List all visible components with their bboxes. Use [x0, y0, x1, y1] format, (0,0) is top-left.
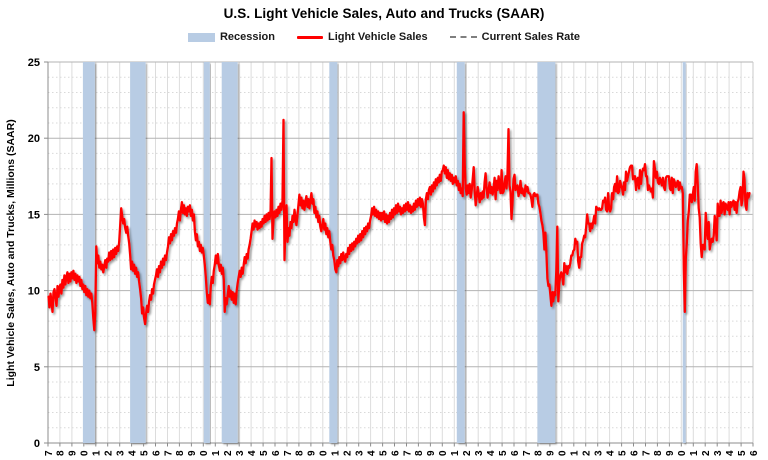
legend-label-recession: Recession: [219, 31, 275, 43]
svg-text:2: 2: [223, 450, 234, 456]
svg-text:5: 5: [737, 450, 748, 456]
svg-text:7: 7: [641, 450, 652, 456]
svg-text:5: 5: [259, 450, 270, 456]
svg-text:7: 7: [402, 450, 413, 456]
svg-text:9: 9: [187, 450, 198, 456]
svg-text:4: 4: [486, 450, 497, 456]
svg-text:10: 10: [28, 286, 40, 298]
svg-text:0: 0: [199, 450, 210, 456]
svg-text:7: 7: [44, 450, 55, 456]
legend-label-light-vehicle-sales: Light Vehicle Sales: [327, 31, 428, 43]
svg-text:5: 5: [498, 450, 509, 456]
svg-text:8: 8: [56, 450, 67, 456]
svg-text:7: 7: [163, 450, 174, 456]
current-rate-dash-swatch-icon: [449, 36, 477, 38]
svg-text:9: 9: [665, 450, 676, 456]
svg-text:8: 8: [414, 450, 425, 456]
svg-text:8: 8: [653, 450, 664, 456]
svg-text:4: 4: [725, 450, 736, 456]
svg-text:15: 15: [28, 209, 40, 221]
svg-text:5: 5: [617, 450, 628, 456]
svg-text:8: 8: [175, 450, 186, 456]
svg-text:5: 5: [378, 450, 389, 456]
light-vehicle-sales-series: [47, 111, 751, 332]
svg-text:1: 1: [92, 450, 103, 456]
svg-text:3: 3: [594, 450, 605, 456]
svg-text:20: 20: [28, 133, 40, 145]
svg-text:8: 8: [534, 450, 545, 456]
svg-text:3: 3: [235, 450, 246, 456]
svg-text:4: 4: [247, 450, 258, 456]
legend-item-current-sales-rate: Current Sales Rate: [449, 31, 581, 43]
svg-text:9: 9: [546, 450, 557, 456]
svg-text:2: 2: [343, 450, 354, 456]
svg-text:0: 0: [34, 438, 40, 450]
svg-text:7: 7: [522, 450, 533, 456]
svg-text:1: 1: [331, 450, 342, 456]
recession-band: [130, 62, 146, 443]
svg-text:2: 2: [582, 450, 593, 456]
svg-text:6: 6: [390, 450, 401, 456]
legend-item-light-vehicle-sales: Light Vehicle Sales: [296, 31, 428, 43]
svg-text:5: 5: [139, 450, 150, 456]
recession-band: [203, 62, 210, 443]
svg-text:7: 7: [283, 450, 294, 456]
y-axis-title: Light Vehicle Sales, Auto and Trucks, Mi…: [5, 119, 17, 386]
svg-text:1: 1: [570, 450, 581, 456]
svg-text:0: 0: [438, 450, 449, 456]
svg-text:9: 9: [307, 450, 318, 456]
recession-band: [221, 62, 238, 443]
recession-band: [456, 62, 465, 443]
svg-text:1: 1: [450, 450, 461, 456]
svg-text:3: 3: [713, 450, 724, 456]
svg-text:6: 6: [151, 450, 162, 456]
svg-text:0: 0: [677, 450, 688, 456]
svg-text:8: 8: [295, 450, 306, 456]
legend-label-current-sales-rate: Current Sales Rate: [481, 31, 581, 43]
svg-text:6: 6: [749, 450, 760, 456]
svg-text:9: 9: [426, 450, 437, 456]
recession-bands: [82, 62, 686, 443]
svg-text:3: 3: [355, 450, 366, 456]
svg-text:6: 6: [510, 450, 521, 456]
svg-text:6: 6: [629, 450, 640, 456]
svg-text:4: 4: [605, 450, 616, 456]
svg-text:1: 1: [689, 450, 700, 456]
svg-text:25: 25: [28, 57, 40, 69]
svg-text:2: 2: [462, 450, 473, 456]
svg-text:4: 4: [127, 450, 138, 456]
svg-text:3: 3: [474, 450, 485, 456]
svg-text:6: 6: [271, 450, 282, 456]
svg-text:0: 0: [80, 450, 91, 456]
legend-item-recession: Recession: [187, 31, 275, 43]
chart-title: U.S. Light Vehicle Sales, Auto and Truck…: [223, 6, 545, 21]
svg-text:1: 1: [211, 450, 222, 456]
y-axis-labels: 0 5 10 15 20 25: [28, 57, 48, 450]
svg-text:0: 0: [558, 450, 569, 456]
svg-text:3: 3: [116, 450, 127, 456]
svg-text:5: 5: [34, 362, 40, 374]
recession-swatch-icon: [187, 32, 215, 42]
svg-text:2: 2: [104, 450, 115, 456]
svg-text:4: 4: [366, 450, 377, 456]
svg-text:0: 0: [319, 450, 330, 456]
sales-line-swatch-icon: [296, 35, 323, 39]
svg-text:2: 2: [701, 450, 712, 456]
svg-text:9: 9: [68, 450, 79, 456]
recession-band: [82, 62, 95, 443]
chart-legend: Recession Light Vehicle Sales Current Sa…: [0, 31, 768, 43]
